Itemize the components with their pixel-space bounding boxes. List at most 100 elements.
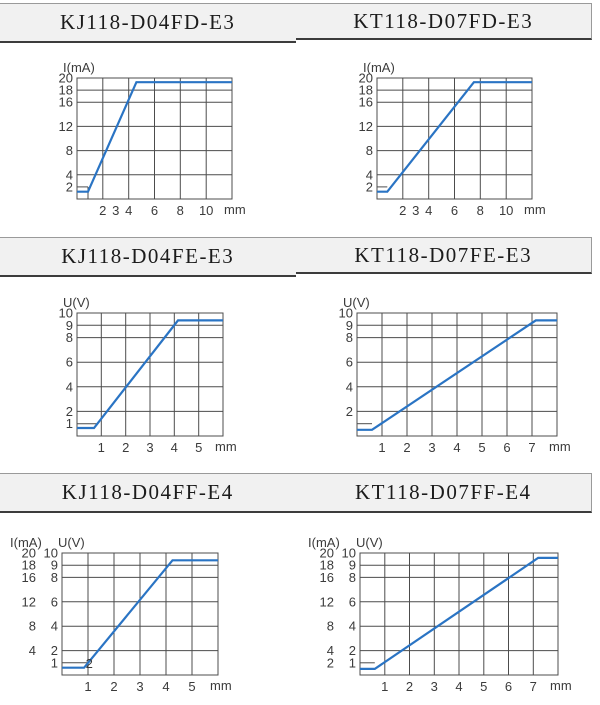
model-title: KJ118-D04FE-E3 [61, 244, 235, 268]
x-tick: 6 [151, 203, 158, 218]
y-tick-current: 4 [29, 643, 36, 658]
output-curve [360, 556, 558, 670]
x-tick: 2 [399, 203, 406, 218]
section-2-header: KJ118-D04FE-E3 KT118-D07FE-E3 [0, 237, 592, 277]
x-axis-unit: mm [215, 439, 237, 454]
y-tick-current: 12 [22, 594, 36, 609]
model-title-cell-kt118-d07ff: KT118-D07FF-E4 [295, 473, 592, 513]
x-tick: 6 [503, 440, 510, 455]
chart-column: I(mA) 20 18 16 12 8 4 2 2 3 4 6 8 10 mm [0, 54, 300, 225]
y-tick: 6 [346, 355, 353, 370]
grid [61, 552, 219, 676]
y-axis-title: U(V) [343, 295, 370, 310]
y-tick: 16 [59, 95, 73, 110]
x-tick: 4 [455, 679, 462, 694]
x-tick: 3 [428, 440, 435, 455]
y-tick: 4 [366, 167, 373, 182]
chart-kt118-d07fd-e3: I(mA) 20 18 16 12 8 4 2 2 3 4 6 8 10 mm [327, 54, 600, 225]
output-curve [77, 81, 232, 193]
y-tick-voltage: 9 [349, 558, 356, 573]
y-tick-voltage: 9 [51, 558, 58, 573]
chart-kt118-d07fe-e3: U(V) 10 9 8 6 4 2 1 2 3 4 5 6 7 mm [307, 289, 600, 462]
chart-kj118-d04fe-e3: U(V) 10 9 8 6 4 2 1 1 2 3 4 5 mm [27, 289, 300, 462]
x-tick: 1 [378, 440, 385, 455]
y-tick-current: 2 [327, 655, 334, 670]
y-tick: 1 [66, 416, 73, 431]
x-tick: 8 [177, 203, 184, 218]
x-tick: 3 [136, 679, 143, 694]
y-tick: 18 [59, 83, 73, 98]
x-tick: 7 [528, 440, 535, 455]
x-tick: 3 [431, 679, 438, 694]
y-tick: 16 [359, 95, 373, 110]
x-axis-unit: mm [524, 202, 546, 217]
x-tick: 2 [122, 440, 129, 455]
x-tick: 5 [188, 679, 195, 694]
y-tick-voltage: 8 [51, 570, 58, 585]
section-1-charts: I(mA) 20 18 16 12 8 4 2 2 3 4 6 8 10 mm I(mA) 20 18 16 12 8… [0, 54, 600, 225]
x-tick: 10 [499, 203, 513, 218]
y-tick: 12 [359, 119, 373, 134]
output-curve [77, 319, 223, 430]
grid [359, 552, 559, 676]
y-tick: 20 [59, 71, 73, 86]
x-axis-unit: mm [549, 439, 571, 454]
model-title-cell-kj118-d04fd: KJ118-D04FD-E3 [0, 3, 296, 43]
output-curve [62, 559, 218, 669]
x-tick: 5 [478, 440, 485, 455]
y-tick: 2 [366, 179, 373, 194]
y-tick-current: 16 [22, 570, 36, 585]
y-tick: 4 [346, 379, 353, 394]
y-tick-voltage: 10 [44, 546, 58, 561]
x-tick: 1 [84, 679, 91, 694]
chart-column: I(mA) U(V) 20 10 18 9 16 8 12 6 8 4 4 2 2 1 1 2 3 4 5 6 7 mm [300, 529, 600, 701]
section-3-charts: I(mA) U(V) 20 10 18 9 16 8 12 6 8 4 4 2 1 1 2 3 4 5 mm 2 I(mA… [0, 529, 600, 701]
y-tick: 2 [66, 404, 73, 419]
y-tick: 4 [66, 379, 73, 394]
y-tick-current: 18 [320, 558, 334, 573]
y-tick: 8 [66, 330, 73, 345]
model-title: KJ118-D04FF-E4 [61, 480, 234, 504]
y-tick: 20 [359, 71, 373, 86]
y-tick-voltage: 8 [349, 570, 356, 585]
x-tick: 2 [110, 679, 117, 694]
y-tick: 8 [346, 330, 353, 345]
chart-kt118-d07ff-e4: I(mA) U(V) 20 10 18 9 16 8 12 6 8 4 4 2 2 1 1 2 3 4 5 6 7 mm [308, 529, 600, 701]
x-tick: 2 [406, 679, 413, 694]
x-tick: 4 [171, 440, 178, 455]
y-tick: 4 [66, 167, 73, 182]
model-title-cell-kj118-d04ff: KJ118-D04FF-E4 [0, 473, 296, 513]
y-tick-voltage: 4 [349, 619, 356, 634]
x-tick: 10 [199, 203, 213, 218]
y-tick: 10 [339, 306, 353, 321]
x-tick: 4 [425, 203, 432, 218]
y-tick: 9 [66, 318, 73, 333]
y-tick: 18 [359, 83, 373, 98]
x-axis-unit: mm [210, 678, 232, 693]
model-title: KT118-D07FE-E3 [354, 242, 533, 267]
output-curve [377, 81, 532, 193]
y-tick-current: 20 [22, 546, 36, 561]
output-curve [357, 319, 557, 431]
y-tick-voltage: 4 [51, 619, 58, 634]
chart-column: U(V) 10 9 8 6 4 2 1 1 2 3 4 5 mm [0, 289, 300, 462]
model-title-cell-kj118-d04fe: KJ118-D04FE-E3 [0, 237, 296, 277]
grid [76, 77, 233, 200]
grid [76, 312, 224, 437]
y-tick-voltage: 1 [349, 655, 356, 670]
grid [376, 77, 533, 200]
chart-column: U(V) 10 9 8 6 4 2 1 2 3 4 5 6 7 mm [300, 289, 600, 462]
y-axis-title: I(mA) [63, 60, 95, 75]
x-tick: 3 [112, 203, 119, 218]
y-axis-title-current: I(mA) [308, 535, 340, 550]
section-1-header: KJ118-D04FD-E3 KT118-D07FD-E3 [0, 3, 592, 43]
x-tick: 5 [195, 440, 202, 455]
model-title: KJ118-D04FD-E3 [60, 10, 236, 34]
model-title-cell-kt118-d07fe: KT118-D07FE-E3 [295, 237, 592, 274]
